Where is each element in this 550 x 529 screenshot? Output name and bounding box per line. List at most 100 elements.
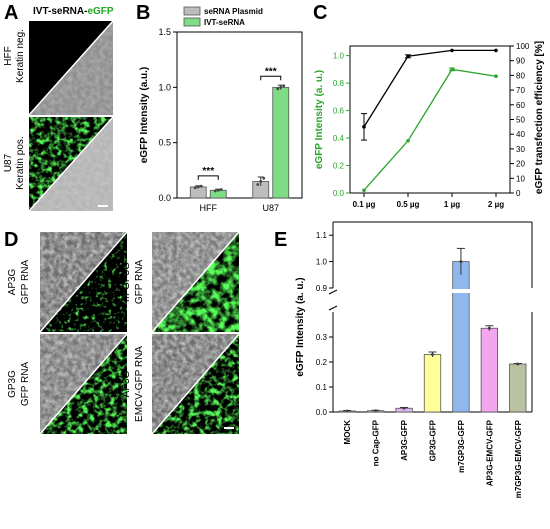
panel-c: C 0.0 0.2 0.4 0.6 0.8 1.0 0 10 20 30 40 50 60 70 80 90 1…	[313, 2, 545, 209]
chart-e-xtick-label: AP3G-EMCV-GFP	[485, 419, 494, 486]
d-label-m7gp3g-line1: m⁷GP3G	[121, 262, 132, 302]
chart-b-legend-swatch	[183, 6, 201, 16]
chart-b-ytick-label: 0.0	[158, 193, 171, 203]
chart-b-legend-label: IVT-seRNA	[204, 18, 245, 27]
chart-b-point	[216, 188, 220, 192]
panel-d: D AP3G GFP RNA m⁷GP3G GFP RNA	[4, 229, 240, 435]
chart-c-xtick-label: 1 µg	[444, 200, 460, 209]
chart-c-series-line	[363, 49, 496, 128]
chart-e-bar	[452, 261, 470, 413]
chart-e-xtick-label: AP3G-GFP	[400, 419, 409, 461]
chart-c-ytick-right-label: 80	[516, 71, 525, 80]
chart-b-point	[256, 183, 260, 186]
chart-b-bar	[189, 186, 207, 199]
micrograph-hff: HFF Keratin neg.	[3, 20, 114, 116]
chart-c-ylabel-left: eGFP Intensity (a. u.)	[314, 70, 325, 169]
chart-b-sig-bracket	[197, 175, 219, 180]
chart-c-ytick-left-label: 1.0	[333, 52, 345, 61]
chart-b-legend-swatch	[183, 17, 201, 27]
chart-c-ytick-right-label: 100	[516, 42, 530, 51]
panel-a: A IVT-seRNA-eGFP HFF Keratin neg. U87 Ke…	[3, 2, 114, 212]
chart-c-ytick-right-label: 60	[516, 101, 525, 110]
chart-c-ytick-right-label: 90	[516, 57, 525, 66]
chart-c-point	[362, 125, 366, 129]
chart-c-xtick-label: 2 µg	[488, 200, 504, 209]
d-label-ap3g-line1: AP3G	[7, 268, 18, 295]
chart-c-ytick-left-label: 0.2	[333, 162, 345, 171]
row-label-hff: HFF	[3, 46, 14, 65]
chart-c-point	[406, 54, 410, 59]
chart-e-bar	[509, 363, 527, 413]
micrograph-ap3g-emcv-gfp: AP3G EMCV-GFP RNA	[121, 333, 240, 435]
chart-b-point	[259, 180, 263, 183]
chart-c-ytick-right-label: 20	[516, 160, 525, 169]
chart-c-ytick-left-label: 0.4	[333, 134, 345, 143]
chart-c-point	[450, 67, 454, 72]
chart-e-ytick-label: 1.0	[316, 258, 328, 267]
row-label-u87: U87	[3, 153, 14, 172]
chart-b-point	[262, 176, 266, 180]
chart-b-ytick-label: 0.5	[158, 138, 171, 148]
d-label-m7gp3g-line2: GFP RNA	[134, 260, 145, 305]
chart-c-point	[362, 188, 366, 193]
chart-e: 0.0 0.1 0.2 0.3 0.9 1.0 1.1 eGFP Intensity (a. …	[295, 221, 533, 498]
chart-c-point	[494, 74, 498, 79]
chart-e-ytick-label: 1.1	[316, 231, 328, 240]
chart-e-xtick-label: MOCK	[343, 420, 352, 445]
chart-e-xtick-label: m7GP3G-EMCV-GFP	[514, 419, 523, 498]
chart-b-point	[196, 185, 200, 189]
panel-b: B 0.0 0.5 1.0 1.5 eGFP Intensity (a.u.) HFF **…	[136, 2, 303, 213]
chart-c-frame	[349, 45, 511, 194]
chart-c-ytick-left-label: 0.8	[333, 79, 345, 88]
d-label-ap3g-emcv-line2: EMCV-GFP RNA	[134, 346, 145, 422]
chart-c-ytick-right-label: 10	[516, 174, 525, 183]
chart-e-point	[459, 260, 463, 264]
chart-c-ytick-right-label: 40	[516, 130, 525, 139]
panel-c-letter: C	[313, 2, 327, 24]
panel-a-title-suffix: eGFP	[87, 6, 113, 17]
chart-b-legend-label: seRNA Plasmid	[204, 7, 263, 16]
chart-b-point	[279, 85, 283, 89]
chart-b-point	[276, 87, 280, 91]
chart-b-sig-label: ***	[202, 166, 214, 177]
chart-e-point	[345, 409, 349, 413]
panel-e-letter: E	[274, 229, 287, 251]
chart-e-xtick-label: GP3G-GFP	[429, 419, 438, 461]
chart-c-ytick-right-label: 30	[516, 145, 525, 154]
row-marker-hff: Keratin neg.	[15, 29, 26, 83]
chart-b-point	[193, 186, 197, 190]
chart-e-point	[374, 409, 378, 413]
chart-c-point	[494, 48, 498, 53]
panel-d-letter: D	[4, 229, 18, 251]
panel-a-title-prefix: IVT-seRNA-	[33, 6, 87, 17]
chart-e-bar	[423, 354, 442, 413]
chart-e-point	[431, 353, 434, 356]
chart-b-xtick-label: U87	[262, 203, 279, 213]
chart-e-point	[516, 362, 520, 366]
chart-c-ytick-right-label: 0	[516, 189, 521, 198]
chart-e-ytick-label: 0.1	[316, 383, 328, 392]
chart-b-ytick-label: 1.0	[158, 82, 171, 92]
chart-c-ytick-left-label: 0.6	[333, 107, 345, 116]
panel-a-letter: A	[4, 2, 18, 24]
chart-e-xtick-label: no Cap-GFP	[372, 419, 381, 466]
row-marker-u87: Keratin pos.	[15, 136, 26, 189]
chart-b-point	[219, 188, 223, 191]
chart-e-ytick-label: 0.0	[316, 408, 328, 417]
chart-b: 0.0 0.5 1.0 1.5 eGFP Intensity (a.u.) HFF *** U…	[139, 6, 303, 213]
chart-e-ytick-label: 0.3	[316, 333, 328, 342]
micrograph-m7gp3g-gfp: m⁷GP3G GFP RNA	[121, 231, 240, 333]
chart-c-point	[406, 138, 410, 143]
chart-b-sig-label: ***	[265, 66, 277, 77]
chart-b-ylabel: eGFP Intensity (a.u.)	[139, 67, 150, 164]
chart-b-bar	[272, 86, 290, 199]
chart-e-bar	[480, 327, 499, 413]
chart-e-point	[487, 326, 491, 330]
chart-c-xtick-label: 0.5 µg	[397, 200, 420, 209]
d-label-ap3g-line2: GFP RNA	[20, 260, 31, 305]
chart-c-series-line	[363, 68, 497, 191]
chart-e-ytick-label: 0.9	[316, 284, 328, 293]
chart-b-point	[213, 189, 217, 193]
chart-c-ytick-left-label: 0.0	[333, 189, 345, 198]
